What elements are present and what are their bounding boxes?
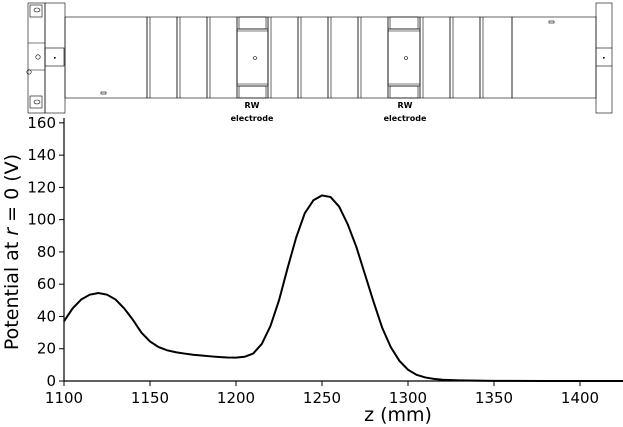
x-tick-label: 1400 — [561, 389, 599, 407]
bolt-icon — [33, 7, 41, 13]
x-axis-label: z (mm) — [364, 404, 432, 426]
x-tick-label: 1250 — [303, 389, 341, 407]
rw-electrode-2 — [387, 16, 421, 99]
rw-label-1-line1: RW — [245, 101, 260, 110]
y-tick-label: 100 — [27, 211, 56, 229]
center-dot — [603, 57, 605, 59]
right-flange — [595, 2, 613, 114]
y-tick-label: 160 — [27, 114, 56, 132]
rw-label-2-line1: RW — [398, 101, 413, 110]
rw-label-2-line2: electrode — [384, 114, 427, 123]
y-tick-label: 140 — [27, 146, 56, 164]
ring-electrodes — [146, 16, 513, 99]
y-tick-label: 40 — [37, 307, 56, 325]
small-port — [100, 91, 107, 95]
bolt-icon — [26, 69, 32, 75]
y-tick-label: 20 — [37, 340, 56, 358]
left-flange-lower-block — [29, 95, 43, 109]
rw-electrode-1 — [236, 16, 269, 99]
x-tick-label: 1150 — [131, 389, 169, 407]
x-tick-label: 1300 — [389, 389, 427, 407]
small-port — [548, 20, 555, 24]
x-tick-label: 1200 — [217, 389, 255, 407]
left-flange — [27, 2, 46, 114]
bolt-icon — [35, 54, 41, 60]
center-dot — [54, 57, 56, 59]
left-flange-upper-block — [29, 4, 43, 18]
y-axis-ticks: 0 20 40 60 80 100 120 140 160 — [27, 114, 64, 390]
tube-segment — [64, 16, 148, 99]
series-line-potential — [63, 194, 623, 382]
x-axis-ticks: 1100 1150 1200 1250 1300 1350 1400 — [45, 381, 599, 407]
y-tick-label: 0 — [46, 372, 56, 390]
x-tick-label: 1350 — [475, 389, 513, 407]
y-axis-label: Potential at r = 0 (V) — [1, 154, 23, 350]
potential-plot: 1100 1150 1200 1250 1300 1350 1400 0 20 40 60 80 10… — [1, 114, 623, 426]
x-tick-label: 1100 — [45, 389, 83, 407]
y-tick-label: 60 — [37, 275, 56, 293]
y-tick-label: 80 — [37, 243, 56, 261]
tube-segment — [511, 16, 597, 99]
rw-label-1-line2: electrode — [231, 114, 274, 123]
bolt-icon — [33, 99, 41, 105]
electrode-schematic: RW electrode RW electrode — [26, 2, 613, 123]
y-tick-label: 120 — [27, 178, 56, 196]
